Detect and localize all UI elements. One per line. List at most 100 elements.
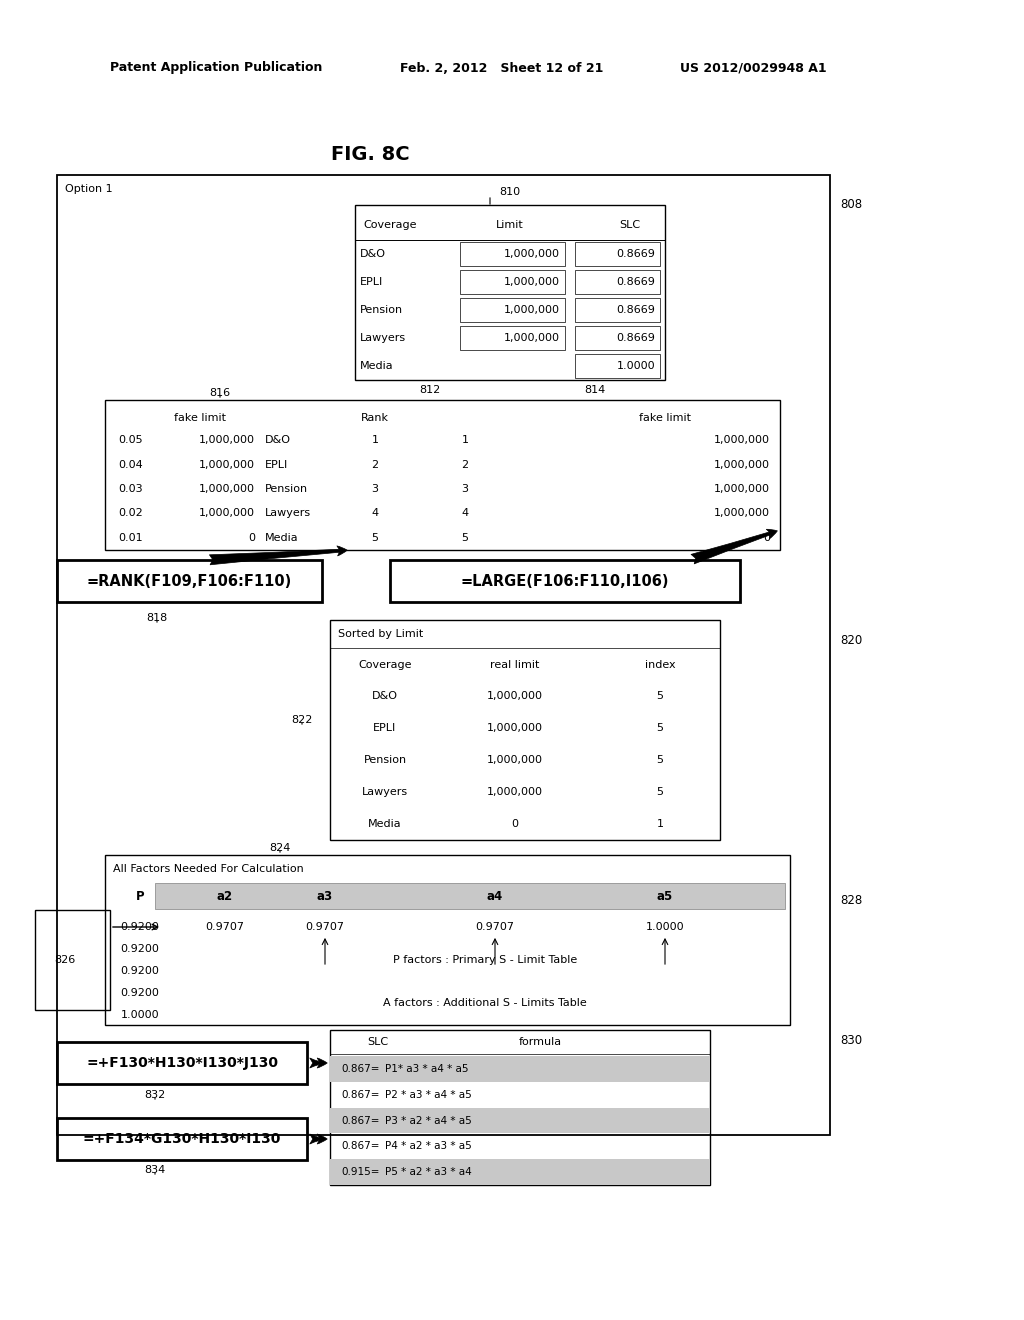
- Text: 1,000,000: 1,000,000: [714, 508, 770, 519]
- Text: 1,000,000: 1,000,000: [487, 787, 543, 797]
- Text: 1: 1: [462, 436, 469, 445]
- Text: 5: 5: [656, 755, 664, 766]
- Text: 1: 1: [656, 818, 664, 829]
- Text: 1,000,000: 1,000,000: [199, 508, 255, 519]
- Text: 3: 3: [372, 484, 379, 494]
- Bar: [575, 326, 660, 350]
- Text: 4: 4: [462, 508, 469, 519]
- Text: US 2012/0029948 A1: US 2012/0029948 A1: [680, 62, 826, 74]
- Text: 0: 0: [512, 818, 518, 829]
- Text: formula: formula: [518, 1038, 561, 1047]
- Bar: [330, 1107, 710, 1134]
- Text: 816: 816: [210, 388, 230, 399]
- Text: Lawyers: Lawyers: [265, 508, 311, 519]
- Text: 818: 818: [146, 612, 168, 623]
- Text: real limit: real limit: [490, 660, 540, 671]
- Bar: [575, 271, 660, 294]
- Text: D&O: D&O: [372, 690, 398, 701]
- Text: SLC: SLC: [620, 220, 641, 230]
- Text: =LARGE(F106:F110,I106): =LARGE(F106:F110,I106): [461, 573, 670, 589]
- Text: EPLI: EPLI: [360, 277, 383, 286]
- Text: 0.9707: 0.9707: [305, 921, 344, 932]
- Bar: [460, 298, 565, 322]
- Text: Media: Media: [265, 533, 299, 543]
- Text: 0.8669: 0.8669: [616, 249, 655, 259]
- Text: 3: 3: [462, 484, 469, 494]
- Text: P4 * a2 * a3 * a5: P4 * a2 * a3 * a5: [385, 1142, 472, 1151]
- Text: 0.9707: 0.9707: [206, 921, 245, 932]
- Text: 832: 832: [144, 1090, 166, 1100]
- Bar: [57, 560, 322, 602]
- Text: 1,000,000: 1,000,000: [487, 755, 543, 766]
- Bar: [460, 242, 565, 267]
- Text: Pension: Pension: [364, 755, 407, 766]
- Text: 808: 808: [840, 198, 862, 211]
- Text: 826: 826: [54, 954, 76, 965]
- Text: Sorted by Limit: Sorted by Limit: [338, 630, 423, 639]
- Bar: [575, 298, 660, 322]
- Text: 0.8669: 0.8669: [616, 333, 655, 343]
- Text: 4: 4: [372, 508, 379, 519]
- Text: 1,000,000: 1,000,000: [199, 459, 255, 470]
- Text: EPLI: EPLI: [374, 723, 396, 733]
- Text: Option 1: Option 1: [65, 183, 113, 194]
- Text: =RANK(F109,F106:F110): =RANK(F109,F106:F110): [87, 573, 292, 589]
- Text: 820: 820: [840, 634, 862, 647]
- Text: Media: Media: [369, 818, 401, 829]
- Text: Media: Media: [360, 360, 393, 371]
- Text: 1.0000: 1.0000: [121, 1010, 160, 1020]
- Text: 0.9200: 0.9200: [121, 987, 160, 998]
- Text: 0.9707: 0.9707: [475, 921, 514, 932]
- Bar: [575, 242, 660, 267]
- Text: P2 * a3 * a4 * a5: P2 * a3 * a4 * a5: [385, 1090, 472, 1100]
- Text: Pension: Pension: [360, 305, 403, 315]
- Text: a3: a3: [317, 890, 333, 903]
- Text: 5: 5: [656, 690, 664, 701]
- Text: Coverage: Coverage: [358, 660, 412, 671]
- Text: Patent Application Publication: Patent Application Publication: [110, 62, 323, 74]
- Bar: [57, 1118, 307, 1160]
- Text: 814: 814: [585, 385, 605, 395]
- Text: 0.867=: 0.867=: [341, 1064, 380, 1074]
- Text: 1,000,000: 1,000,000: [504, 277, 560, 286]
- Text: Lawyers: Lawyers: [361, 787, 408, 797]
- Text: 822: 822: [291, 715, 312, 725]
- Text: 1,000,000: 1,000,000: [504, 305, 560, 315]
- Text: =+F134*G130*H130*I130: =+F134*G130*H130*I130: [83, 1133, 282, 1146]
- Bar: [330, 1030, 710, 1185]
- Bar: [330, 1056, 710, 1082]
- Text: SLC: SLC: [368, 1038, 388, 1047]
- Bar: [330, 1159, 710, 1185]
- Text: 1,000,000: 1,000,000: [504, 249, 560, 259]
- Text: P1* a3 * a4 * a5: P1* a3 * a4 * a5: [385, 1064, 469, 1074]
- Text: 0: 0: [248, 533, 255, 543]
- Text: 824: 824: [269, 843, 291, 853]
- Text: 1,000,000: 1,000,000: [199, 436, 255, 445]
- Text: 0.867=: 0.867=: [341, 1090, 380, 1100]
- Text: 1,000,000: 1,000,000: [714, 459, 770, 470]
- Text: a5: a5: [656, 890, 673, 903]
- Text: 0.9200: 0.9200: [121, 944, 160, 954]
- Text: 1,000,000: 1,000,000: [714, 484, 770, 494]
- Text: 0.867=: 0.867=: [341, 1115, 380, 1126]
- Text: EPLI: EPLI: [265, 459, 288, 470]
- Text: P5 * a2 * a3 * a4: P5 * a2 * a3 * a4: [385, 1167, 472, 1177]
- Text: 2: 2: [372, 459, 379, 470]
- Text: 2: 2: [462, 459, 469, 470]
- Bar: [330, 620, 720, 840]
- Text: 0.01: 0.01: [119, 533, 143, 543]
- Text: P3 * a2 * a4 * a5: P3 * a2 * a4 * a5: [385, 1115, 472, 1126]
- Bar: [460, 326, 565, 350]
- Text: 5: 5: [656, 723, 664, 733]
- Text: Limit: Limit: [496, 220, 524, 230]
- Text: All Factors Needed For Calculation: All Factors Needed For Calculation: [113, 865, 304, 874]
- Text: 0.9200: 0.9200: [121, 966, 160, 975]
- Text: Pension: Pension: [265, 484, 308, 494]
- Text: 1.0000: 1.0000: [616, 360, 655, 371]
- Text: 1,000,000: 1,000,000: [487, 723, 543, 733]
- Text: D&O: D&O: [360, 249, 386, 259]
- Text: a4: a4: [486, 890, 503, 903]
- Bar: [390, 560, 740, 602]
- Text: index: index: [645, 660, 675, 671]
- Text: 0.02: 0.02: [118, 508, 143, 519]
